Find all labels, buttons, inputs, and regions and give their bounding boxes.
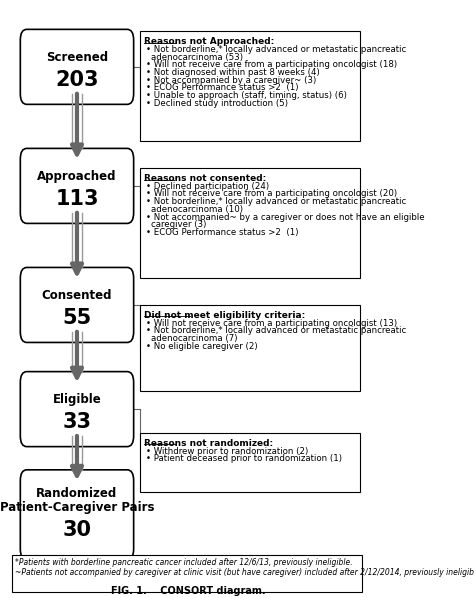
Text: • Declined participation (24): • Declined participation (24) <box>146 182 269 191</box>
Text: Randomized: Randomized <box>36 487 118 500</box>
Text: Reasons not randomized:: Reasons not randomized: <box>144 439 273 448</box>
FancyBboxPatch shape <box>20 148 134 224</box>
Text: 203: 203 <box>55 70 99 90</box>
Text: • Not borderline,* locally advanced or metastatic pancreatic: • Not borderline,* locally advanced or m… <box>146 45 406 54</box>
Text: 55: 55 <box>63 308 91 328</box>
FancyBboxPatch shape <box>20 371 134 447</box>
Text: 113: 113 <box>55 189 99 209</box>
Text: caregiver (3): caregiver (3) <box>151 220 207 230</box>
Text: • Patient deceased prior to randomization (1): • Patient deceased prior to randomizatio… <box>146 454 342 463</box>
Text: • ECOG Performance status >2  (1): • ECOG Performance status >2 (1) <box>146 84 298 93</box>
Text: Reasons not consented:: Reasons not consented: <box>144 174 266 183</box>
Text: • Not accompanied by a caregiver~ (3): • Not accompanied by a caregiver~ (3) <box>146 76 316 85</box>
Text: *Patients with borderline pancreatic cancer included after 12/6/13, previously i: *Patients with borderline pancreatic can… <box>15 558 353 567</box>
Text: • Not borderline,* locally advanced or metastatic pancreatic: • Not borderline,* locally advanced or m… <box>146 197 406 206</box>
Text: 30: 30 <box>63 520 91 540</box>
FancyBboxPatch shape <box>140 31 360 141</box>
Text: adenocarcinoma (53): adenocarcinoma (53) <box>151 53 243 62</box>
Text: Consented: Consented <box>42 289 112 302</box>
FancyBboxPatch shape <box>140 305 360 391</box>
Text: • No eligible caregiver (2): • No eligible caregiver (2) <box>146 342 257 351</box>
Text: • Declined study introduction (5): • Declined study introduction (5) <box>146 99 288 108</box>
FancyBboxPatch shape <box>140 168 360 278</box>
FancyBboxPatch shape <box>12 555 362 592</box>
FancyBboxPatch shape <box>20 470 134 560</box>
FancyBboxPatch shape <box>20 29 134 105</box>
Text: Screened: Screened <box>46 51 108 64</box>
Text: • Will not receive care from a participating oncologist (13): • Will not receive care from a participa… <box>146 319 397 328</box>
Text: Eligible: Eligible <box>53 393 101 406</box>
FancyBboxPatch shape <box>140 433 360 492</box>
Text: • ECOG Performance status >2  (1): • ECOG Performance status >2 (1) <box>146 228 298 237</box>
Text: Patient-Caregiver Pairs: Patient-Caregiver Pairs <box>0 501 154 514</box>
Text: • Not borderline,* locally advanced or metastatic pancreatic: • Not borderline,* locally advanced or m… <box>146 327 406 335</box>
Text: ~Patients not accompanied by caregiver at clinic visit (but have caregiver) incl: ~Patients not accompanied by caregiver a… <box>15 568 474 577</box>
Text: Did not meet eligibility criteria:: Did not meet eligibility criteria: <box>144 311 305 320</box>
Text: adenocarcinoma (7): adenocarcinoma (7) <box>151 334 238 343</box>
Text: adenocarcinoma (10): adenocarcinoma (10) <box>151 205 243 214</box>
Text: • Not diagnosed within past 8 weeks (4): • Not diagnosed within past 8 weeks (4) <box>146 68 319 77</box>
Text: • Withdrew prior to randomization (2): • Withdrew prior to randomization (2) <box>146 447 308 456</box>
FancyBboxPatch shape <box>20 267 134 343</box>
Text: Approached: Approached <box>37 170 117 183</box>
Text: • Will not receive care from a participating oncologist (18): • Will not receive care from a participa… <box>146 60 397 69</box>
Text: • Not accompanied~ by a caregiver or does not have an eligible: • Not accompanied~ by a caregiver or doe… <box>146 213 424 222</box>
Text: Reasons not Approached:: Reasons not Approached: <box>144 37 274 46</box>
Text: • Unable to approach (staff, timing, status) (6): • Unable to approach (staff, timing, sta… <box>146 91 346 100</box>
Text: • Will not receive care from a participating oncologist (20): • Will not receive care from a participa… <box>146 190 397 199</box>
Text: 33: 33 <box>63 412 91 432</box>
Text: FIG. 1.    CONSORT diagram.: FIG. 1. CONSORT diagram. <box>111 586 265 596</box>
